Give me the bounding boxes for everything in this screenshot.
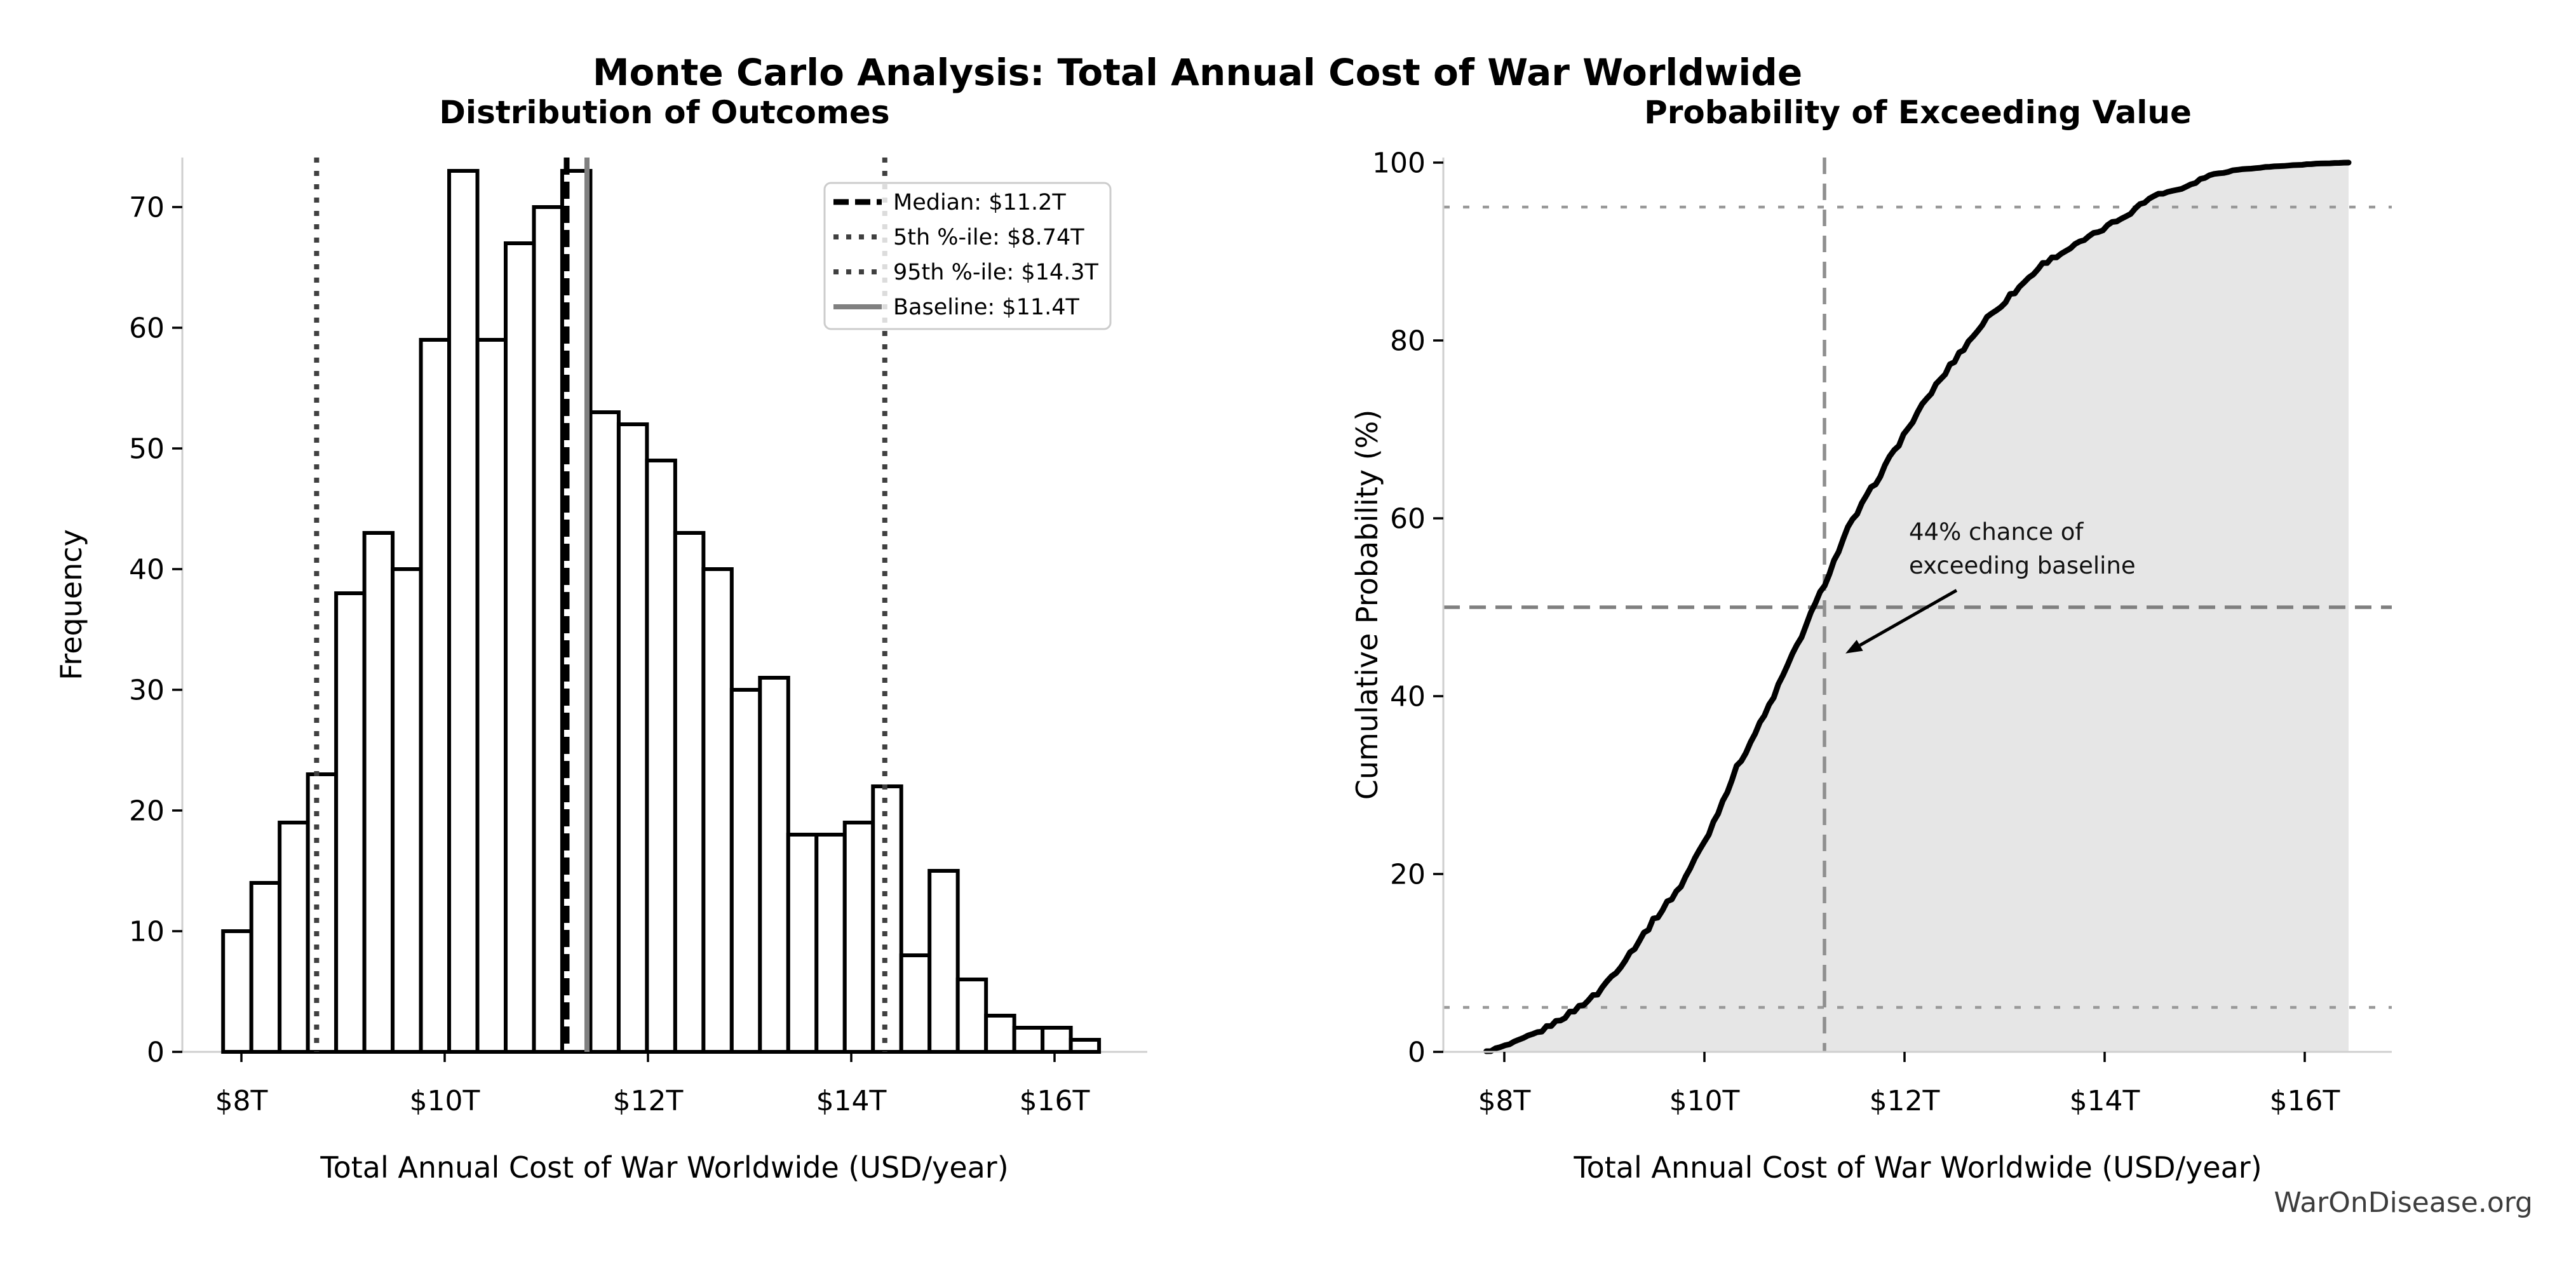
left-x-axis-label: Total Annual Cost of War Worldwide (USD/… [320,1150,1009,1185]
histogram-bar [842,821,875,1054]
x-tick-label: $8T [1478,1085,1531,1117]
histogram-bar [447,169,480,1054]
right-x-axis-label: Total Annual Cost of War Worldwide (USD/… [1574,1150,2262,1185]
legend-box [823,182,1112,330]
histogram-bar [391,567,423,1054]
legend-label-median: Median: $11.2T [893,190,1066,215]
y-tick-label: 80 [1390,325,1426,357]
cdf-annotation-text: 44% chance of exceeding baseline [1909,518,2136,579]
histogram-bar [504,241,536,1054]
y-tick-label: 0 [1408,1036,1426,1068]
legend-label-baseline: Baseline: $11.4T [893,295,1080,320]
right-y-axis-label: Cumulative Probability (%) [1350,409,1384,800]
x-tick-label: $12T [1870,1085,1940,1117]
y-tick-label: 40 [129,553,165,586]
right-plot: $8T $10T $12T $14T $16T 0 20 40 60 80 100 [1372,147,2392,1117]
histogram-bar [899,953,932,1054]
histogram-bar [984,1014,1016,1054]
x-tick-label: $10T [410,1085,480,1117]
y-tick-label: 60 [1390,502,1426,535]
watermark: WarOnDisease.org [2274,1187,2533,1219]
y-tick-label: 30 [129,674,165,706]
histogram-bar [701,567,734,1054]
histogram-bar [814,833,847,1054]
histogram-bar [758,676,790,1054]
y-tick-label: 0 [147,1036,165,1068]
histogram-bar [645,459,677,1054]
right-chart-title: Probability of Exceeding Value [1644,94,2192,131]
y-tick-label: 40 [1390,680,1426,713]
y-tick-label: 100 [1372,147,1426,179]
left-plot: $8T $10T $12T $14T $16T 0 10 20 30 40 50 60 70 [129,158,1147,1117]
legend: Median: $11.2T 5th %-ile: $8.74T 95th %-il… [823,182,1112,330]
cdf-curve [1483,159,2352,1054]
y-tick-label: 10 [129,915,165,948]
histogram-bar [475,338,508,1054]
histogram-bar [334,591,367,1054]
histogram-bar [278,821,310,1054]
histogram-bar [532,205,564,1054]
y-tick-label: 50 [129,433,165,465]
legend-label-p5: 5th %-ile: $8.74T [893,225,1084,250]
legend-label-p95: 95th %-ile: $14.3T [893,260,1099,285]
histogram-bar [786,833,819,1054]
annotation-arrow-line [1859,589,1958,647]
x-tick-label: $16T [1020,1085,1090,1117]
x-tick-label: $16T [2270,1085,2340,1117]
y-tick-label: 20 [129,795,165,827]
y-tick-label: 70 [129,191,165,224]
x-tick-label: $8T [215,1085,268,1117]
histogram-bar [1012,1026,1045,1054]
x-tick-label: $14T [816,1085,887,1117]
histogram-bar [1069,1038,1102,1054]
x-tick-label: $14T [2070,1085,2140,1117]
histogram-bar [362,531,395,1054]
histogram-bar [306,772,339,1054]
histogram-bar [955,978,988,1054]
histogram-bar [673,531,706,1054]
left-chart-title: Distribution of Outcomes [439,94,890,131]
histogram-bar [419,338,452,1054]
y-tick-label: 60 [129,312,165,344]
y-tick-label: 20 [1390,858,1426,891]
histogram-bar [927,869,960,1054]
histogram-bar [221,929,253,1054]
histogram-bar [616,422,649,1054]
main-title: Monte Carlo Analysis: Total Annual Cost … [592,51,1803,94]
left-y-axis-label: Frequency [54,529,88,680]
histogram-bar [1041,1026,1073,1054]
x-tick-label: $10T [1669,1085,1740,1117]
x-tick-label: $12T [613,1085,684,1117]
histogram-bar [249,881,282,1054]
annotation-arrow-head [1845,640,1863,654]
histogram-bar [729,688,762,1054]
histogram-bar [588,410,621,1054]
